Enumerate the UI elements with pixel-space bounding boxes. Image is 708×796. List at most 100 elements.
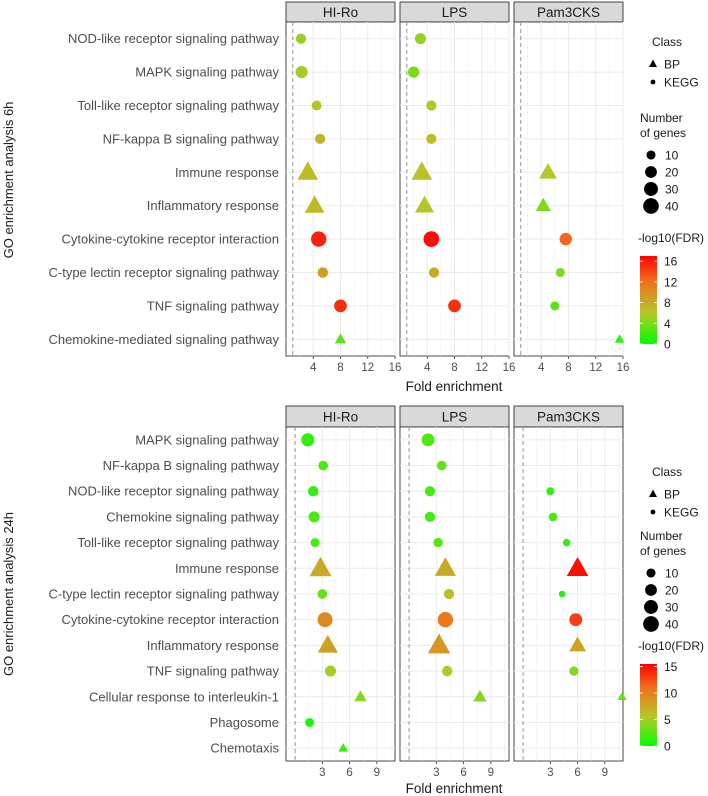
data-point-circle: [424, 486, 436, 497]
data-point-circle: [555, 267, 565, 278]
panel-pam3cks: Pam3CKS 4 8 12 16: [513, 1, 630, 374]
legend-size-circle: [644, 600, 658, 614]
data-point-triangle: [297, 161, 319, 180]
x-tick-label: 3: [319, 767, 325, 779]
legend-colorbar-label: 4: [664, 317, 671, 331]
data-point-circle: [558, 590, 566, 598]
data-point-circle: [295, 33, 307, 44]
panel-title: HI-Ro: [323, 410, 358, 425]
x-tick-label: 4: [424, 362, 431, 374]
panel-title: Pam3CKS: [537, 410, 600, 425]
data-point-circle: [407, 66, 420, 78]
category-label: Inflammatory response: [147, 198, 279, 213]
data-point-triangle: [354, 690, 367, 702]
legend-bp-triangle-icon: [649, 59, 657, 67]
data-point-circle: [548, 512, 558, 522]
x-tick-label: 12: [361, 362, 374, 374]
panel-hi-ro: HI-Ro 4 8 12 16: [285, 1, 401, 374]
x-tick-label: 4: [310, 362, 317, 374]
legend-size-circle: [644, 182, 658, 196]
legend-size-circle: [645, 166, 657, 178]
legend-size-circle: [646, 568, 656, 578]
legend-size-circle: [645, 584, 657, 596]
panel-hi-ro: HI-Ro 3 6 9: [285, 405, 396, 779]
data-point-triangle: [434, 557, 456, 576]
chart-block-2: GO enrichment analysis 24h MAPK signaling…: [1, 405, 704, 796]
x-tick-label: 6: [346, 767, 352, 779]
data-point-circle: [317, 589, 328, 599]
legend-colorbar: [640, 664, 657, 746]
data-point-circle: [301, 433, 315, 447]
category-label: Cytokine-cytokine receptor interaction: [62, 612, 280, 627]
category-label: NF-kappa B signaling pathway: [103, 458, 280, 473]
category-label: TNF signaling pathway: [147, 298, 280, 313]
legend-colorbar-label: 0: [664, 338, 671, 352]
legend-colorbar-label: 15: [664, 660, 678, 674]
data-point-circle: [562, 538, 571, 547]
category-label: C-type lectin receptor signaling pathway: [48, 587, 279, 602]
panel-pam3cks: Pam3CKS 3 6 9: [513, 405, 627, 779]
x-tick-label: 3: [547, 767, 553, 779]
data-point-circle: [428, 267, 440, 278]
x-tick-label: 8: [451, 362, 457, 374]
legend-size-label: 20: [665, 584, 679, 598]
data-point-circle: [448, 299, 461, 313]
legend-class-title: Class: [652, 35, 682, 49]
x-tick-label: 16: [617, 362, 630, 374]
panel-title: Pam3CKS: [537, 5, 600, 20]
chart-block-1: GO enrichment analysis 6h NOD-like recept…: [1, 1, 704, 394]
data-point-circle: [311, 231, 327, 247]
data-point-triangle: [427, 633, 451, 654]
data-point-circle: [423, 231, 440, 247]
data-point-circle: [317, 267, 329, 278]
data-point-triangle: [309, 556, 332, 577]
category-label: TNF signaling pathway: [147, 664, 280, 679]
data-point-triangle: [317, 634, 338, 653]
data-point-circle: [314, 133, 326, 145]
category-label: Chemokine-mediated signaling pathway: [48, 332, 279, 347]
category-label: Chemokine signaling pathway: [106, 509, 279, 524]
category-label: MAPK signaling pathway: [135, 65, 279, 80]
data-point-circle: [443, 588, 455, 600]
category-label: Immune response: [175, 165, 279, 180]
data-point-circle: [318, 460, 329, 471]
legend-colorbar-label: 0: [664, 740, 671, 754]
legend-size-circle: [643, 616, 659, 632]
x-axis-title: Fold enrichment: [406, 379, 503, 394]
category-label: MAPK signaling pathway: [135, 432, 279, 447]
panel-lps: LPS 4 8 12 16: [399, 1, 516, 374]
category-label: Immune response: [175, 561, 279, 576]
legend-colorbar-label: 10: [664, 687, 678, 701]
data-point-circle: [334, 299, 347, 313]
x-tick-label: 8: [565, 362, 571, 374]
legend-colorbar-label: 12: [664, 275, 678, 289]
data-point-circle: [433, 537, 443, 548]
category-label: Cellular response to interleukin-1: [89, 689, 279, 704]
legend-colorbar-label: 16: [664, 255, 678, 269]
data-point-circle: [441, 665, 453, 677]
x-tick-label: 16: [503, 362, 516, 374]
data-point-circle: [308, 511, 320, 523]
x-tick-label: 3: [433, 767, 439, 779]
data-point-triangle: [334, 333, 347, 344]
data-point-triangle: [535, 197, 551, 212]
category-label: Toll-like receptor signaling pathway: [77, 98, 279, 113]
legend-kegg-circle-icon: [650, 509, 656, 515]
legend-class-title: Class: [652, 465, 682, 479]
legend-colorbar-label: 8: [664, 296, 671, 310]
category-label: NF-kappa B signaling pathway: [103, 131, 280, 146]
data-point-circle: [421, 433, 435, 447]
x-axis-title: Fold enrichment: [406, 781, 503, 796]
x-tick-label: 12: [475, 362, 488, 374]
x-tick-label: 9: [602, 767, 608, 779]
y-axis-title: GO enrichment analysis 24h: [1, 512, 16, 676]
data-point-triangle: [539, 162, 557, 179]
data-point-triangle: [304, 195, 325, 213]
panel-title: LPS: [442, 5, 468, 20]
legend-size-title: of genes: [640, 544, 686, 558]
x-tick-label: 6: [574, 767, 580, 779]
legend-class-label: BP: [664, 58, 680, 72]
legend-size-circle: [643, 198, 659, 214]
legend-bp-triangle-icon: [649, 489, 657, 497]
